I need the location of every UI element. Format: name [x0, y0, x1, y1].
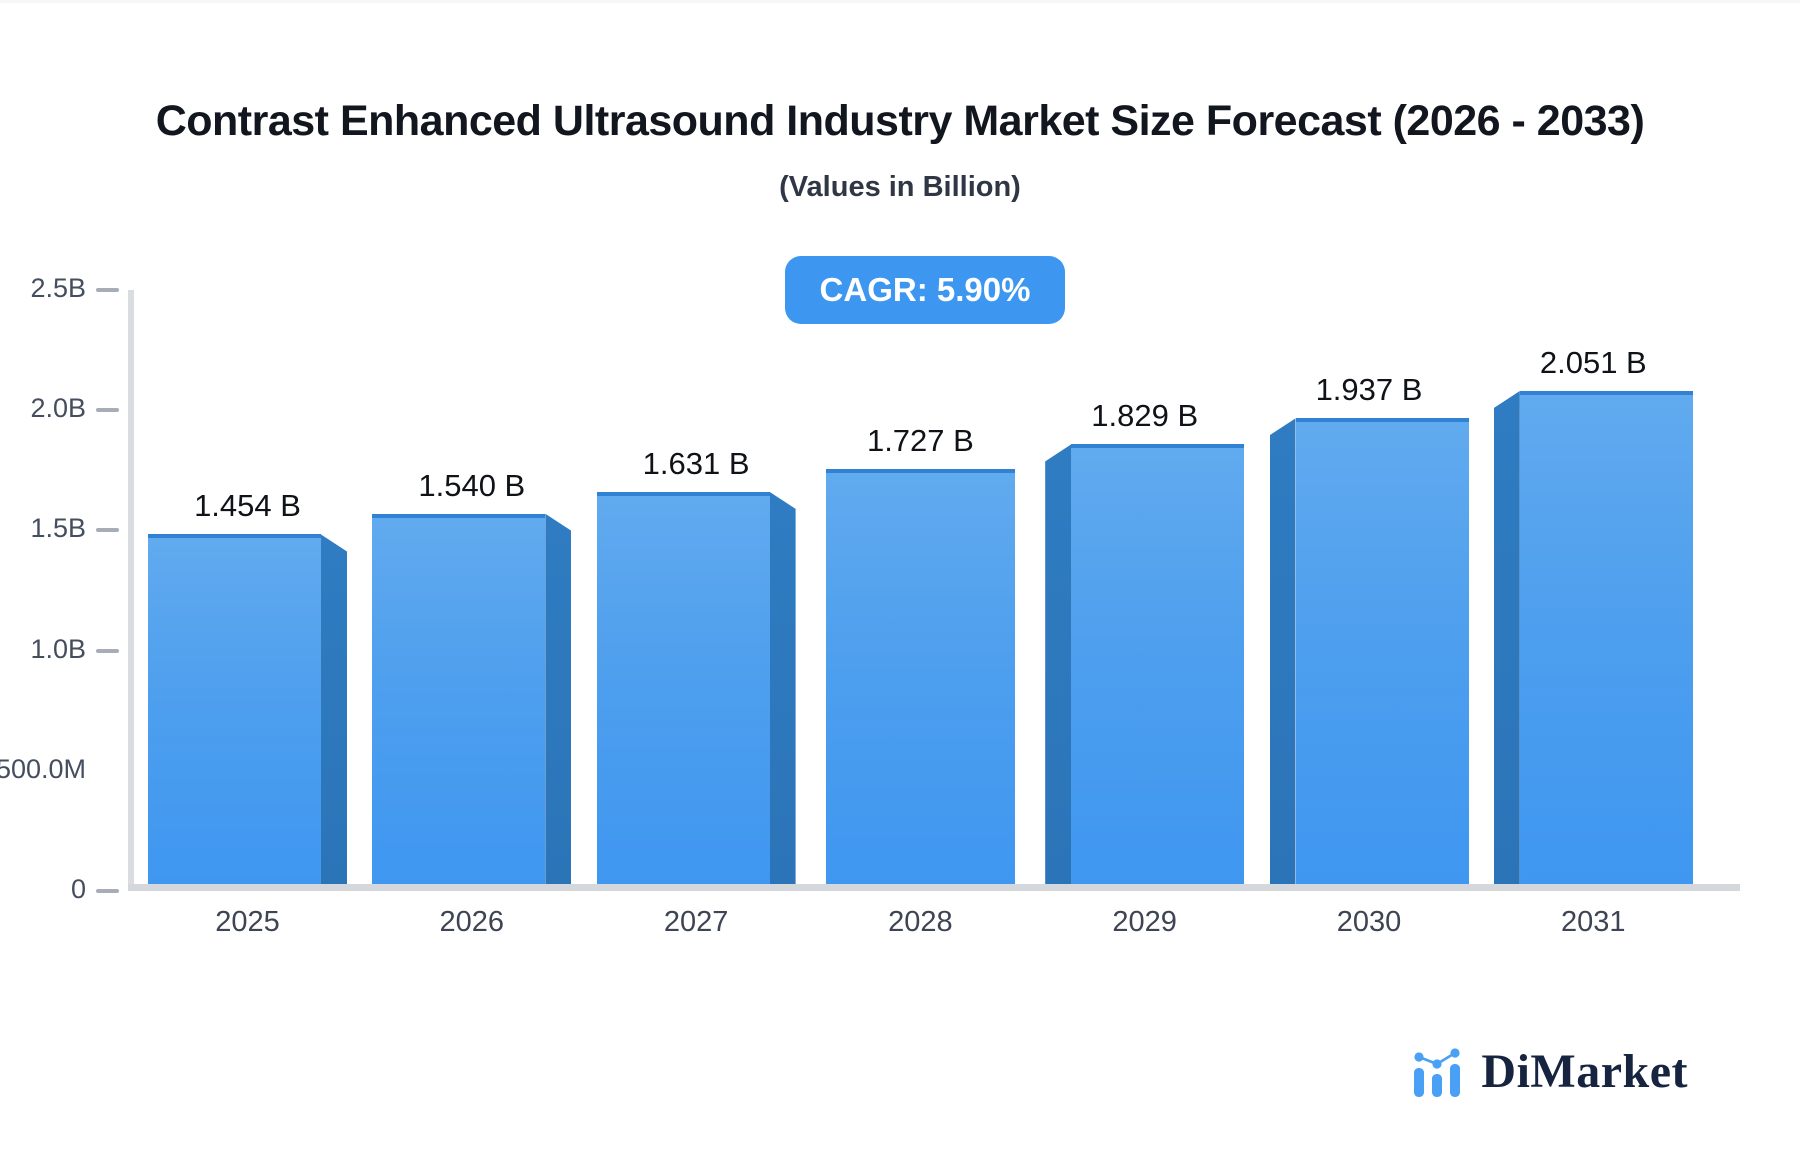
cagr-badge: CAGR: 5.90% — [785, 256, 1065, 324]
x-axis-label-2027: 2027 — [663, 906, 729, 938]
bar-front-face — [1519, 390, 1693, 884]
cagr-badge-label: CAGR: 5.90% — [819, 271, 1031, 308]
brand-name: DiMarket — [1481, 1044, 1688, 1098]
bar-2025[interactable]: 1.454 B 2025 — [148, 488, 347, 938]
bar-side-face — [545, 513, 572, 884]
x-axis-label-2026: 2026 — [439, 906, 505, 938]
y-tick-dash — [96, 648, 119, 653]
page-subtitle: (Values in Billion) — [779, 171, 1021, 203]
bar-value-label: 1.540 B — [418, 467, 526, 503]
y-tick-dash — [96, 528, 119, 533]
bar-side-face — [1269, 418, 1296, 884]
bar-front-face — [825, 468, 1015, 884]
bar-front-face — [372, 513, 546, 884]
bar-side-face — [1045, 444, 1072, 884]
bar-side-face — [769, 491, 796, 884]
bar-2031[interactable]: 2.051 B 2031 — [1493, 345, 1693, 938]
bar-value-label: 1.937 B — [1315, 372, 1423, 408]
y-tick-label: 2.0B — [30, 393, 86, 424]
bar-2028[interactable]: 1.727 B 2028 — [821, 423, 1020, 938]
y-tick-label: 2.5B — [30, 273, 86, 303]
bar-2026[interactable]: 1.540 B 2026 — [372, 468, 572, 938]
bar-2027[interactable]: 1.631 B 2027 — [596, 446, 796, 938]
x-axis-label-2029: 2029 — [1112, 906, 1177, 938]
brand-watermark: DiMarket — [1412, 1039, 1688, 1103]
bar-value-label: 1.727 B — [866, 422, 974, 458]
y-tick-label: 0 — [70, 874, 86, 904]
bar-front-face — [596, 491, 770, 884]
y-tick-dash — [96, 889, 119, 893]
bar-value-label: 1.454 B — [194, 488, 301, 524]
bar-side-face — [1493, 390, 1520, 884]
bar-2029[interactable]: 1.829 B 2029 — [1045, 398, 1245, 938]
x-axis-line — [128, 884, 1740, 891]
y-tick-dash — [96, 288, 119, 292]
y-tick-label: 1.0B — [30, 633, 86, 664]
y-axis-line — [128, 290, 134, 891]
y-tick-label: 1.5B — [30, 513, 86, 544]
x-axis-label-2030: 2030 — [1336, 906, 1402, 938]
bar-side-face — [321, 534, 347, 884]
bar-front-face — [1295, 418, 1469, 884]
x-axis-label-2028: 2028 — [888, 906, 953, 938]
x-axis-label-2031: 2031 — [1561, 906, 1626, 938]
bar-value-label: 2.051 B — [1539, 344, 1647, 380]
bar-front-face — [1071, 444, 1245, 884]
bar-value-label: 1.829 B — [1091, 398, 1199, 434]
y-tick-label: 500.0M — [0, 753, 86, 784]
bar-2030[interactable]: 1.937 B 2030 — [1269, 372, 1469, 938]
y-tick-dash — [96, 408, 119, 413]
plot-area: 2.5B 2.0B 1.5B 1.0B 500.0M 0 1.454 B 2025 1.540… — [0, 273, 1742, 938]
bar-chart-logo-icon — [1414, 1048, 1461, 1097]
page-title: Contrast Enhanced Ultrasound Industry Ma… — [155, 97, 1645, 145]
x-axis-label-2025: 2025 — [215, 906, 280, 938]
bar-value-label: 1.631 B — [642, 445, 750, 481]
bar-front-face — [148, 534, 321, 884]
